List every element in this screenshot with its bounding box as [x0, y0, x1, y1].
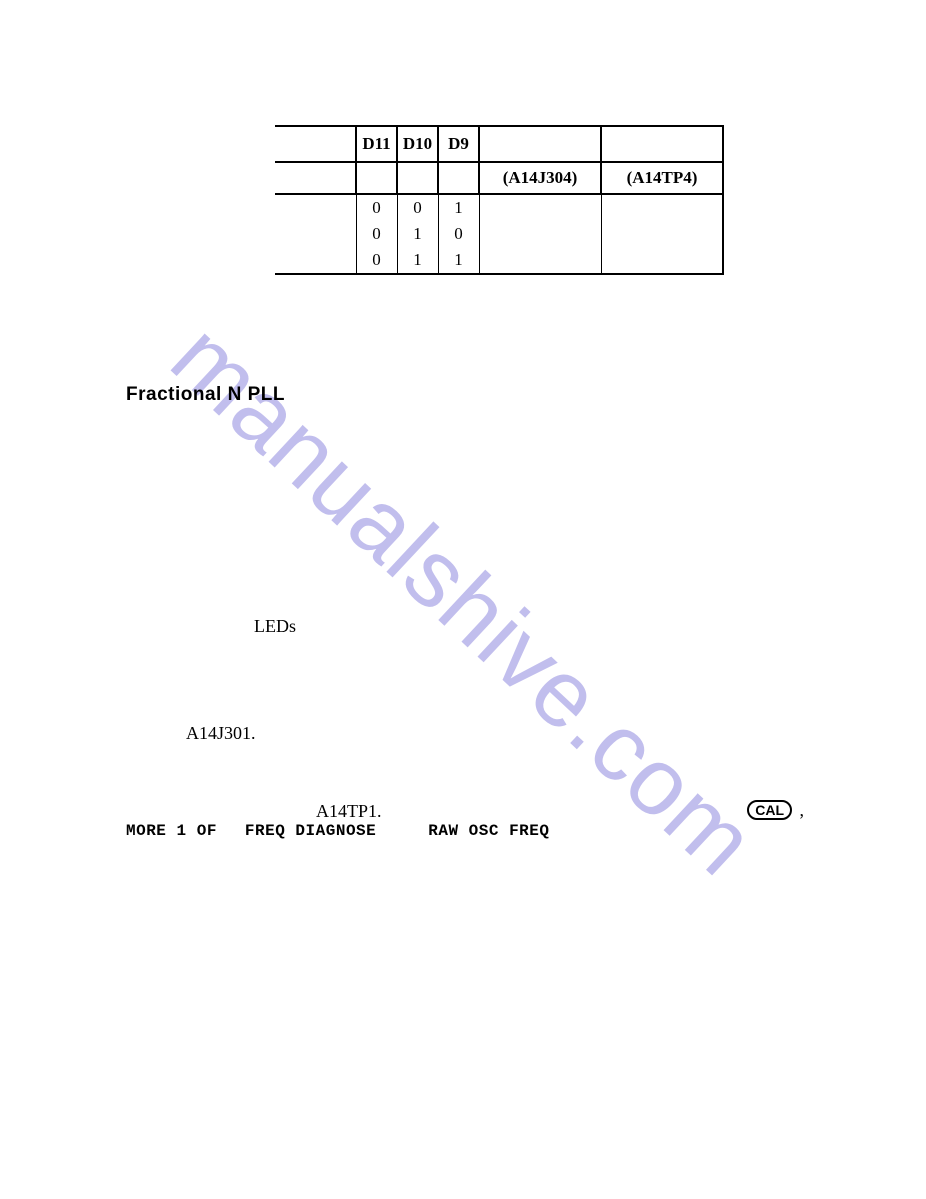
cal-button[interactable]: CAL — [747, 800, 792, 820]
page: manualshive.com D11 D10 D9 (A14J304) (A1… — [0, 0, 926, 1199]
col-j304: (A14J304) — [479, 162, 601, 194]
col-tp4: (A14TP4) — [601, 162, 723, 194]
label-a14tp1: A14TP1. — [316, 801, 382, 822]
comma: , — [800, 800, 805, 821]
cell-d9: 1 — [438, 194, 479, 221]
label-leds: LEDs — [254, 616, 296, 637]
table-row: 0 1 1 — [275, 247, 723, 274]
cell-d10: 0 — [397, 194, 438, 221]
data-table: D11 D10 D9 (A14J304) (A14TP4) 0 0 1 0 1 — [275, 125, 724, 275]
table-header-row-1: D11 D10 D9 — [275, 126, 723, 162]
cell-d11: 0 — [356, 221, 397, 247]
table-header-row-2: (A14J304) (A14TP4) — [275, 162, 723, 194]
cell-d10: 1 — [397, 221, 438, 247]
kw-more: MORE 1 OF — [126, 822, 217, 840]
heading-fractional-n-pll: Fractional N PLL — [126, 384, 285, 406]
label-a14j301: A14J301. — [186, 723, 256, 744]
col-d11: D11 — [356, 126, 397, 162]
keyword-line: MORE 1 OF FREQ DIAGNOSE RAW OSC FREQ — [126, 822, 549, 840]
kw-freq-diag: FREQ DIAGNOSE — [245, 822, 376, 840]
col-tp4-blank — [601, 126, 723, 162]
cell-d11: 0 — [356, 194, 397, 221]
cell-d11: 0 — [356, 247, 397, 274]
col-j304-blank — [479, 126, 601, 162]
kw-raw-osc: RAW OSC FREQ — [428, 822, 549, 840]
cell-d9: 0 — [438, 221, 479, 247]
cell-d9: 1 — [438, 247, 479, 274]
table-row: 0 1 0 — [275, 221, 723, 247]
col-d9: D9 — [438, 126, 479, 162]
table-row: 0 0 1 — [275, 194, 723, 221]
col-d10: D10 — [397, 126, 438, 162]
cell-d10: 1 — [397, 247, 438, 274]
